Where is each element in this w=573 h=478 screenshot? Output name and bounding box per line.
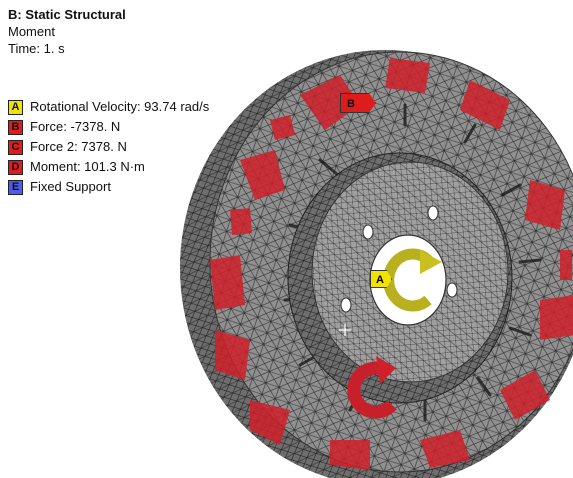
marker-a-flag[interactable]: A [370,270,392,288]
legend-label-b: Force: -7378. N [30,119,121,134]
brake-disc [180,50,573,478]
legend-label-a: Rotational Velocity: 93.74 rad/s [30,99,210,114]
legend-label-c: Force 2: 7378. N [30,139,127,154]
legend-label-d: Moment: 101.3 N·m [30,159,145,174]
marker-a-letter: A [376,274,384,286]
legend-label-e: Fixed Support [30,179,111,194]
legend-item-a[interactable]: A Rotational Velocity: 93.74 rad/s [8,97,209,117]
moment-arrow-icon [347,356,397,419]
analysis-title: B: Static Structural [8,7,126,22]
legend-badge-e: E [8,179,23,195]
load-region-patches [210,58,573,470]
boundary-legend: A Rotational Velocity: 93.74 rad/s B For… [8,97,209,197]
legend-item-e[interactable]: E Fixed Support [8,177,209,197]
origin-marker-icon [339,324,351,336]
analysis-info: B: Static Structural Moment Time: 1. s [8,6,126,57]
result-type: Moment [8,24,55,39]
legend-badge-c: C [8,139,23,155]
marker-b-flag[interactable]: B [340,93,376,113]
legend-item-d[interactable]: D Moment: 101.3 N·m [8,157,209,177]
legend-item-b[interactable]: B Force: -7378. N [8,117,209,137]
legend-badge-a: A [8,99,23,115]
marker-b-letter: B [347,98,355,110]
bolt-holes [340,205,458,313]
legend-badge-d: D [8,159,23,175]
time-label: Time: 1. s [8,41,65,56]
legend-item-c[interactable]: C Force 2: 7378. N [8,137,209,157]
legend-badge-b: B [8,119,23,135]
